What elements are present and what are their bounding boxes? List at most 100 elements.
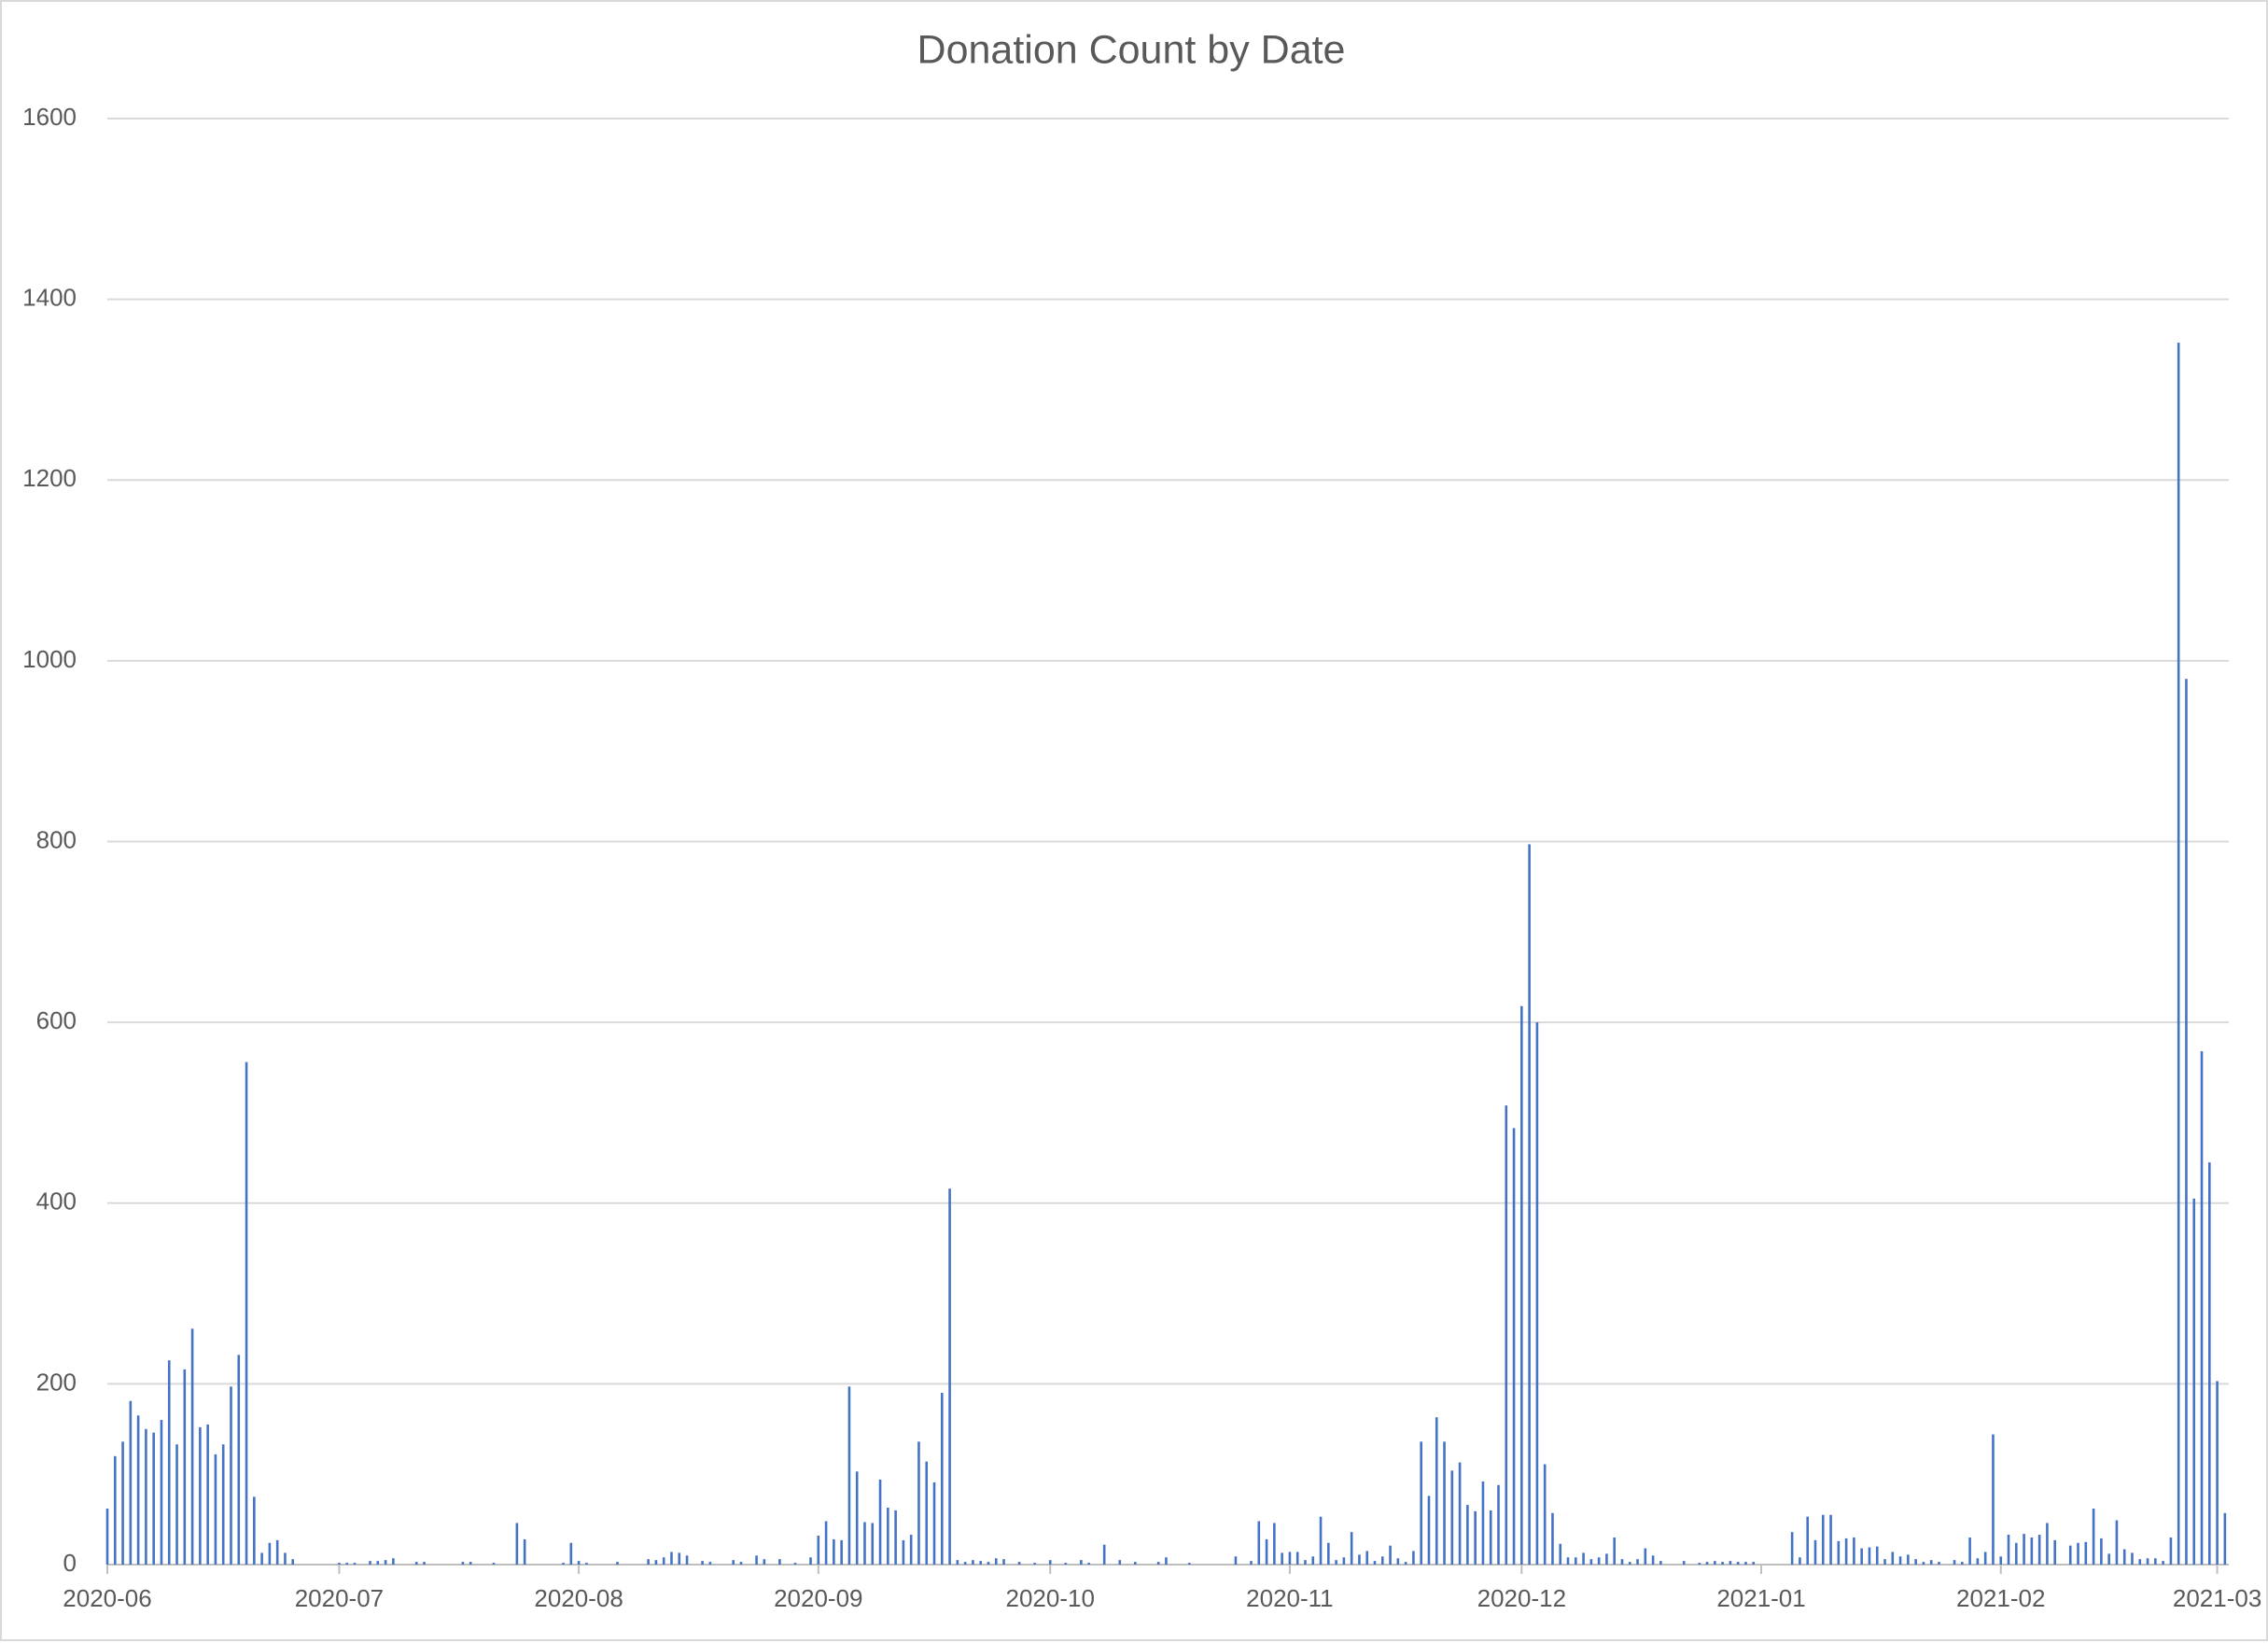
bar	[1729, 1561, 1732, 1565]
bar	[2216, 1381, 2219, 1565]
bar	[1875, 1546, 1879, 1565]
bar	[1165, 1557, 1168, 1565]
bar	[1853, 1537, 1855, 1565]
bar	[778, 1559, 781, 1565]
bar	[1868, 1547, 1871, 1565]
bar	[1551, 1512, 1554, 1565]
bar	[2092, 1508, 2095, 1565]
bar	[1187, 1563, 1191, 1565]
y-tick-label: 600	[36, 1006, 77, 1034]
bar	[160, 1420, 163, 1565]
x-tick-label: 2021-03	[2173, 1584, 2261, 1612]
bar	[1466, 1505, 1469, 1565]
bar	[1288, 1552, 1292, 1565]
bar	[887, 1508, 889, 1565]
bar	[291, 1559, 295, 1565]
bar	[2122, 1549, 2126, 1565]
y-tick-label: 1400	[22, 284, 77, 312]
bar	[2100, 1538, 2103, 1565]
bar	[1698, 1563, 1701, 1565]
bar	[1961, 1562, 1964, 1565]
bar	[1844, 1538, 1848, 1565]
bar	[1064, 1563, 1068, 1565]
bar	[1628, 1562, 1631, 1565]
bar	[809, 1557, 812, 1565]
bar	[1102, 1544, 1106, 1565]
y-tick-label: 1000	[22, 645, 77, 673]
bar	[1813, 1539, 1817, 1565]
bar	[2107, 1553, 2110, 1565]
bar	[2131, 1552, 2134, 1565]
bar	[763, 1559, 766, 1565]
y-tick-label: 1600	[22, 103, 77, 131]
bar	[1396, 1558, 1400, 1565]
bar	[925, 1461, 929, 1565]
bar	[1497, 1484, 1500, 1565]
bar	[932, 1482, 936, 1565]
bar	[909, 1535, 913, 1565]
bar	[353, 1563, 357, 1565]
bar	[1234, 1556, 1238, 1565]
bar	[392, 1558, 395, 1565]
bar	[376, 1561, 380, 1565]
bar	[113, 1455, 117, 1565]
y-tick-label: 1200	[22, 464, 77, 492]
bar	[793, 1563, 797, 1565]
bar	[2046, 1523, 2049, 1565]
bar	[461, 1562, 465, 1565]
bar	[414, 1562, 418, 1565]
chart-title: Donation Count by Date	[917, 27, 1346, 72]
bar	[1837, 1540, 1841, 1565]
x-tick-label: 2021-01	[1716, 1584, 1805, 1612]
bar	[863, 1522, 866, 1565]
bar	[1134, 1562, 1137, 1565]
bar	[1335, 1560, 1337, 1565]
bar	[2030, 1537, 2034, 1565]
bar	[1048, 1560, 1052, 1565]
bar	[384, 1560, 387, 1565]
bar	[136, 1415, 140, 1565]
bar	[972, 1560, 974, 1565]
bar	[2185, 679, 2188, 1565]
bar	[979, 1561, 982, 1565]
bar	[1489, 1510, 1492, 1565]
bar	[260, 1552, 263, 1565]
bar	[199, 1426, 202, 1565]
bar	[1953, 1560, 1956, 1565]
bar	[1968, 1537, 1971, 1565]
bar	[847, 1386, 851, 1565]
bar	[1806, 1516, 1810, 1565]
bar	[2077, 1542, 2079, 1565]
bar	[1907, 1554, 1910, 1565]
bar	[1613, 1537, 1616, 1565]
y-tick-label: 800	[36, 825, 77, 853]
bar	[2146, 1558, 2149, 1565]
bar	[1799, 1557, 1801, 1565]
bar	[824, 1521, 828, 1565]
bar	[1938, 1562, 1940, 1565]
bar	[1976, 1558, 1980, 1565]
bar	[739, 1562, 743, 1565]
bar	[1273, 1523, 1276, 1565]
bar	[1983, 1552, 1987, 1565]
bar	[1644, 1548, 1647, 1565]
bar	[1752, 1562, 1756, 1565]
bar	[701, 1561, 704, 1565]
bar	[2192, 1198, 2196, 1565]
bar	[2014, 1542, 2018, 1565]
y-tick-label: 400	[36, 1187, 77, 1215]
bar	[167, 1360, 171, 1565]
bar	[523, 1538, 526, 1565]
bar	[2068, 1545, 2072, 1565]
bar	[569, 1542, 573, 1565]
bar	[1605, 1553, 1608, 1565]
bar	[1087, 1563, 1090, 1565]
bar	[121, 1441, 124, 1565]
bar	[732, 1560, 735, 1565]
bar	[1821, 1514, 1825, 1565]
bar	[345, 1563, 348, 1565]
bar	[1033, 1563, 1036, 1565]
bar	[1922, 1562, 1925, 1565]
